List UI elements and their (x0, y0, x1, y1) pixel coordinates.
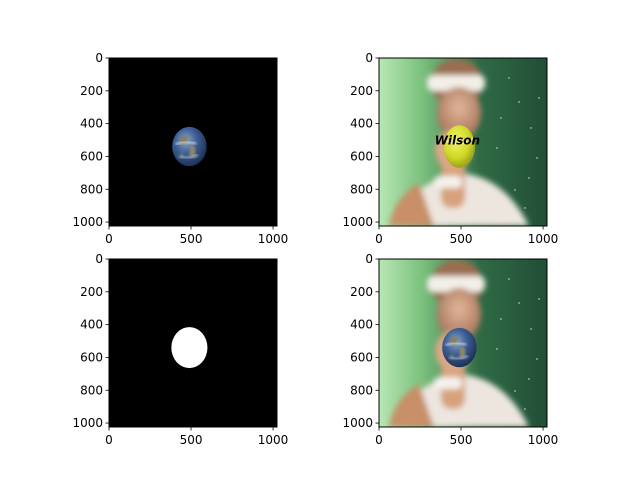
y-tick-label: 800 (80, 182, 103, 196)
y-tick-label: 800 (80, 383, 103, 397)
y-tick-label: 1000 (342, 416, 373, 430)
y-tick-label: 400 (80, 117, 103, 131)
y-tick-label: 600 (80, 149, 103, 163)
x-tick-label: 0 (105, 433, 113, 447)
image-content (109, 58, 277, 226)
y-tick-label: 200 (350, 285, 373, 299)
y-tick-label: 1000 (72, 416, 103, 430)
x-tick-label: 500 (450, 232, 473, 246)
axes-frame (378, 57, 548, 227)
y-tick-label: 1000 (342, 215, 373, 229)
y-tick-label: 1000 (72, 215, 103, 229)
axes-frame (108, 258, 278, 428)
earth-globe (172, 126, 207, 167)
x-tick-label: 500 (180, 232, 203, 246)
mask-blob (171, 327, 208, 369)
backdrop-speckles (496, 278, 540, 410)
x-tick-label: 1000 (528, 232, 559, 246)
axes-frame (108, 57, 278, 227)
y-tick-label: 0 (95, 252, 103, 266)
x-tick-label: 1000 (528, 433, 559, 447)
person-silhouette (389, 260, 529, 427)
y-tick-label: 600 (80, 350, 103, 364)
y-tick-label: 0 (365, 51, 373, 65)
image-content (109, 259, 277, 427)
tennis-ball: Wilson (435, 125, 480, 168)
y-tick-label: 200 (350, 84, 373, 98)
x-tick-label: 1000 (258, 232, 289, 246)
y-tick-label: 400 (350, 318, 373, 332)
y-tick-label: 400 (80, 318, 103, 332)
image-content: Wilson (379, 58, 547, 226)
x-tick-label: 500 (450, 433, 473, 447)
axes-frame (378, 258, 548, 428)
x-tick-label: 0 (105, 232, 113, 246)
y-tick-label: 800 (350, 182, 373, 196)
y-tick-label: 600 (350, 149, 373, 163)
ball-brand-logo: Wilson (435, 134, 480, 148)
y-tick-label: 200 (80, 84, 103, 98)
x-tick-label: 0 (375, 433, 383, 447)
earth-globe (442, 327, 477, 368)
y-tick-label: 0 (365, 252, 373, 266)
x-tick-label: 1000 (258, 433, 289, 447)
y-tick-label: 200 (80, 285, 103, 299)
y-tick-label: 0 (95, 51, 103, 65)
y-tick-label: 600 (350, 350, 373, 364)
y-tick-label: 800 (350, 383, 373, 397)
image-content (379, 259, 547, 427)
x-tick-label: 500 (180, 433, 203, 447)
y-tick-label: 400 (350, 117, 373, 131)
x-tick-label: 0 (375, 232, 383, 246)
backdrop-speckles (496, 77, 540, 209)
